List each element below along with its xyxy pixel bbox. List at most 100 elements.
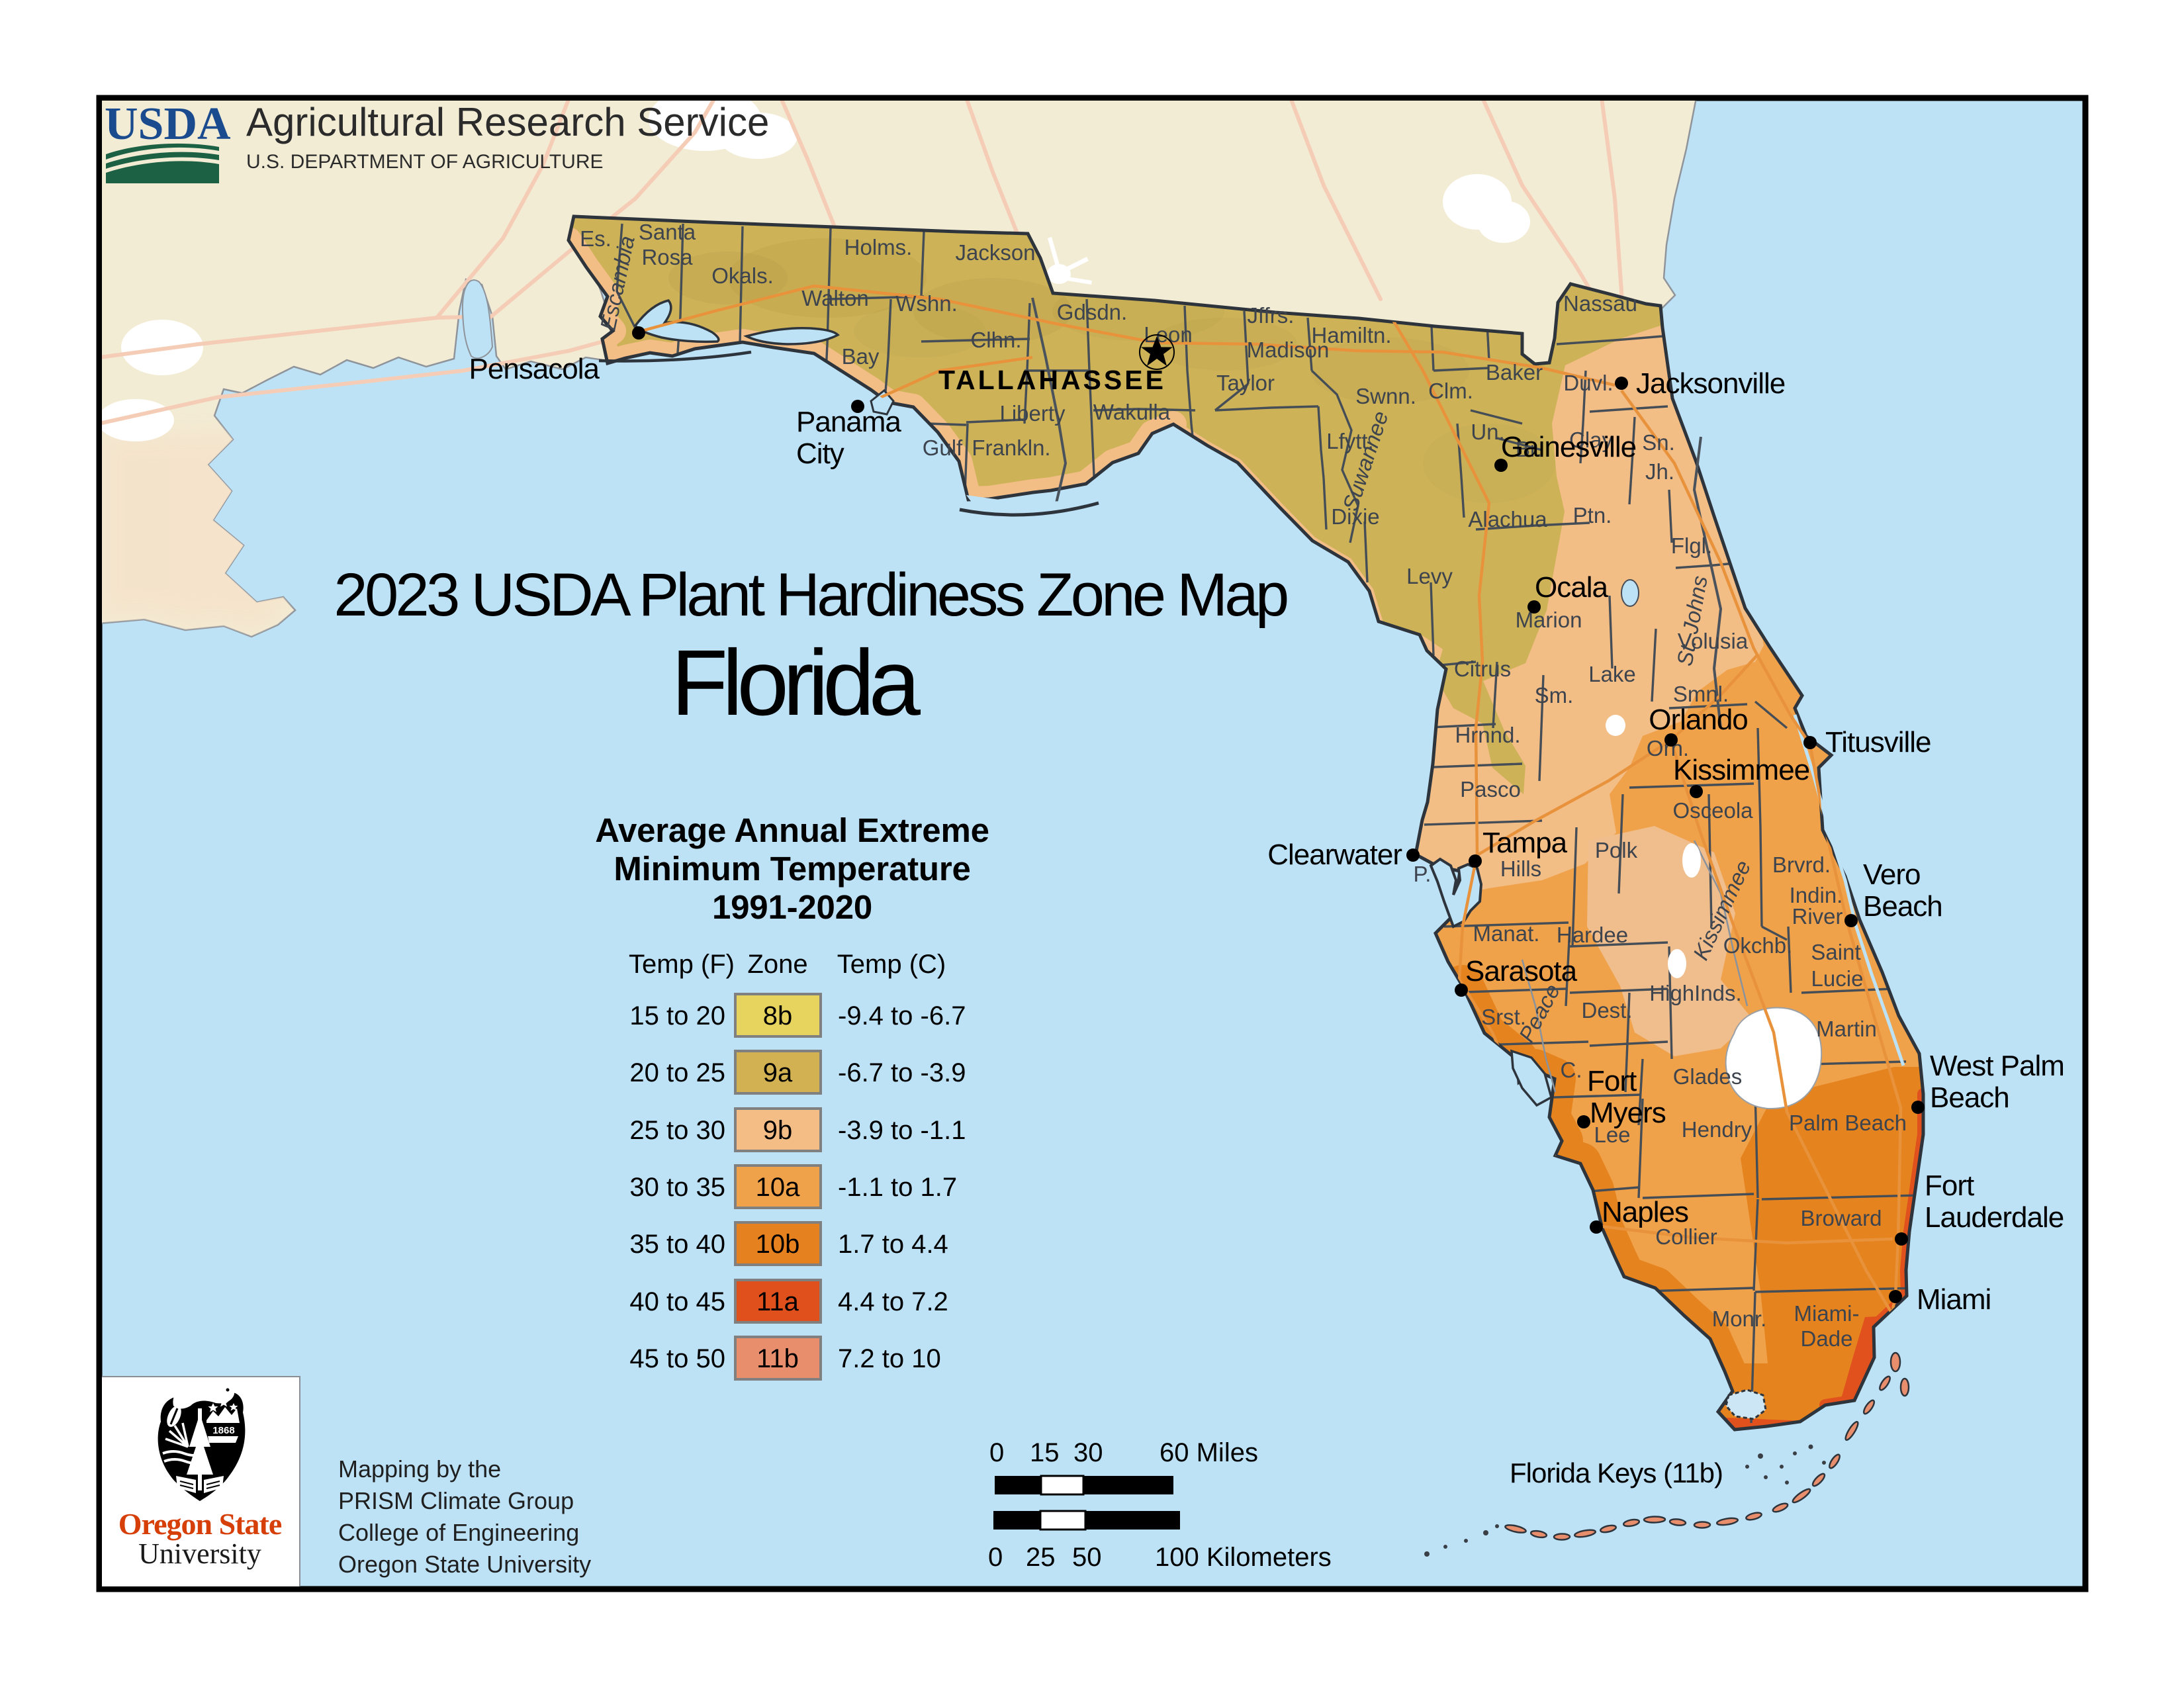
svg-text:Clay: Clay <box>1569 428 1614 452</box>
svg-text:Sarasota: Sarasota <box>1465 955 1578 987</box>
svg-text:Myers: Myers <box>1590 1097 1666 1129</box>
svg-text:Hamiltn.: Hamiltn. <box>1311 323 1391 347</box>
svg-text:0: 0 <box>988 1543 1003 1572</box>
svg-text:1991-2020: 1991-2020 <box>712 888 872 926</box>
svg-text:15 to 20: 15 to 20 <box>629 1001 725 1030</box>
svg-text:Okals.: Okals. <box>711 263 774 288</box>
svg-text:Miami: Miami <box>1917 1283 1991 1316</box>
svg-text:30 to 35: 30 to 35 <box>629 1173 725 1202</box>
svg-text:C.: C. <box>1561 1058 1582 1082</box>
svg-text:Indin.: Indin. <box>1790 883 1843 907</box>
svg-text:Fort: Fort <box>1925 1169 1974 1202</box>
svg-text:15: 15 <box>1030 1438 1060 1467</box>
svg-text:Vero: Vero <box>1863 858 1921 891</box>
svg-text:Madison: Madison <box>1247 338 1330 362</box>
svg-text:Sn.: Sn. <box>1642 430 1675 455</box>
svg-text:Lee: Lee <box>1594 1122 1630 1147</box>
svg-text:Volusia: Volusia <box>1678 629 1749 653</box>
svg-text:4.4 to 7.2: 4.4 to 7.2 <box>838 1287 948 1316</box>
svg-text:Ptn.: Ptn. <box>1573 503 1612 527</box>
svg-text:Levy: Levy <box>1406 564 1453 588</box>
svg-text:Es.: Es. <box>580 226 612 251</box>
svg-text:West Palm: West Palm <box>1930 1050 2064 1082</box>
svg-text:Beach: Beach <box>1863 890 1942 923</box>
svg-text:Brvrd.: Brvrd. <box>1772 852 1831 877</box>
svg-text:Pensacola: Pensacola <box>469 353 600 385</box>
svg-text:Naples: Naples <box>1602 1196 1688 1228</box>
svg-text:Average Annual Extreme: Average Annual Extreme <box>595 811 989 849</box>
svg-text:Beach: Beach <box>1930 1081 2009 1114</box>
svg-text:Citrus: Citrus <box>1454 657 1511 681</box>
svg-text:9b: 9b <box>763 1116 793 1145</box>
svg-text:Agricultural Research Service: Agricultural Research Service <box>246 100 769 144</box>
svg-text:Fort: Fort <box>1587 1065 1637 1097</box>
svg-text:20 to 25: 20 to 25 <box>629 1058 725 1087</box>
svg-text:HighInds.: HighInds. <box>1649 981 1741 1005</box>
svg-text:-1.1 to 1.7: -1.1 to 1.7 <box>838 1173 957 1202</box>
svg-text:U.S. DEPARTMENT OF AGRICULTURE: U.S. DEPARTMENT OF AGRICULTURE <box>246 151 604 173</box>
svg-text:Collier: Collier <box>1655 1224 1717 1249</box>
svg-text:Nassau: Nassau <box>1563 291 1637 316</box>
svg-text:Br.: Br. <box>1516 437 1542 461</box>
svg-text:Holms.: Holms. <box>844 235 913 259</box>
svg-text:Gdsdn.: Gdsdn. <box>1057 300 1127 324</box>
svg-text:25 to 30: 25 to 30 <box>629 1116 725 1145</box>
svg-text:60 Miles: 60 Miles <box>1160 1438 1258 1467</box>
svg-text:Sm.: Sm. <box>1535 683 1574 708</box>
svg-text:Jackson: Jackson <box>955 240 1035 265</box>
svg-text:Titusville: Titusville <box>1825 726 1931 758</box>
svg-text:Manat.: Manat. <box>1473 921 1540 946</box>
svg-text:Polk: Polk <box>1595 838 1638 862</box>
svg-text:Jh.: Jh. <box>1645 459 1674 484</box>
svg-text:Taylor: Taylor <box>1216 371 1275 395</box>
svg-text:Duvl.: Duvl. <box>1563 371 1613 395</box>
svg-text:9a: 9a <box>763 1058 793 1087</box>
svg-text:Clearwater: Clearwater <box>1267 839 1402 871</box>
svg-text:Jffrs.: Jffrs. <box>1248 303 1295 328</box>
svg-text:25: 25 <box>1026 1543 1056 1572</box>
svg-text:Dixie: Dixie <box>1331 504 1379 529</box>
svg-text:Minimum Temperature: Minimum Temperature <box>614 850 970 888</box>
svg-text:University: University <box>138 1537 261 1570</box>
svg-text:50: 50 <box>1072 1543 1102 1572</box>
svg-text:Lucie: Lucie <box>1811 966 1864 991</box>
svg-text:1868: 1868 <box>212 1425 234 1436</box>
svg-text:Tampa: Tampa <box>1482 827 1568 859</box>
svg-text:Mapping by the: Mapping by the <box>338 1455 501 1483</box>
svg-text:Hills: Hills <box>1500 856 1541 881</box>
svg-text:11a: 11a <box>756 1287 799 1316</box>
svg-text:11b: 11b <box>756 1344 799 1373</box>
svg-text:45 to 50: 45 to 50 <box>629 1344 725 1373</box>
svg-text:8b: 8b <box>763 1001 793 1030</box>
svg-text:Lauderdale: Lauderdale <box>1925 1201 2064 1234</box>
svg-text:Palm Beach: Palm Beach <box>1789 1111 1907 1135</box>
svg-text:TALLAHASSEE: TALLAHASSEE <box>938 365 1166 395</box>
svg-text:USDA: USDA <box>105 99 231 150</box>
svg-text:Un.: Un. <box>1471 420 1504 444</box>
svg-text:Lfytt.: Lfytt. <box>1326 429 1374 453</box>
svg-text:-3.9 to -1.1: -3.9 to -1.1 <box>838 1116 966 1145</box>
svg-text:Hendry: Hendry <box>1682 1117 1752 1142</box>
svg-text:Walton: Walton <box>801 286 868 310</box>
svg-text:Marion: Marion <box>1516 608 1582 632</box>
svg-text:Clm.: Clm. <box>1428 379 1473 403</box>
svg-text:Zone: Zone <box>747 950 807 979</box>
svg-text:Wshn.: Wshn. <box>895 291 958 316</box>
svg-text:35 to 40: 35 to 40 <box>629 1230 725 1259</box>
svg-text:Hardee: Hardee <box>1557 923 1628 947</box>
svg-text:Martin: Martin <box>1816 1017 1877 1041</box>
svg-text:Jacksonville: Jacksonville <box>1636 367 1785 400</box>
svg-text:Rosa: Rosa <box>641 245 693 269</box>
svg-text:10b: 10b <box>756 1230 800 1259</box>
svg-text:Okchb.: Okchb. <box>1723 933 1793 958</box>
svg-text:Orlando: Orlando <box>1649 704 1748 736</box>
svg-text:Flgl.: Flgl. <box>1671 533 1712 558</box>
svg-text:30: 30 <box>1073 1438 1103 1467</box>
svg-text:PRISM Climate Group: PRISM Climate Group <box>338 1487 574 1514</box>
svg-text:Oregon State University: Oregon State University <box>338 1551 591 1578</box>
svg-text:Baker: Baker <box>1486 360 1543 385</box>
svg-text:Swnn.: Swnn. <box>1355 384 1416 408</box>
svg-text:Miami-: Miami- <box>1794 1301 1860 1326</box>
svg-text:Dest.: Dest. <box>1581 998 1632 1023</box>
svg-text:0: 0 <box>989 1438 1004 1467</box>
